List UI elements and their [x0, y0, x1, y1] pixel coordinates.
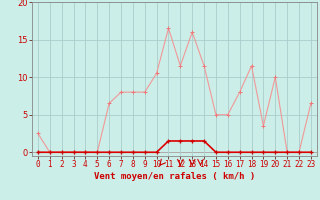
X-axis label: Vent moyen/en rafales ( km/h ): Vent moyen/en rafales ( km/h ) [94, 172, 255, 181]
